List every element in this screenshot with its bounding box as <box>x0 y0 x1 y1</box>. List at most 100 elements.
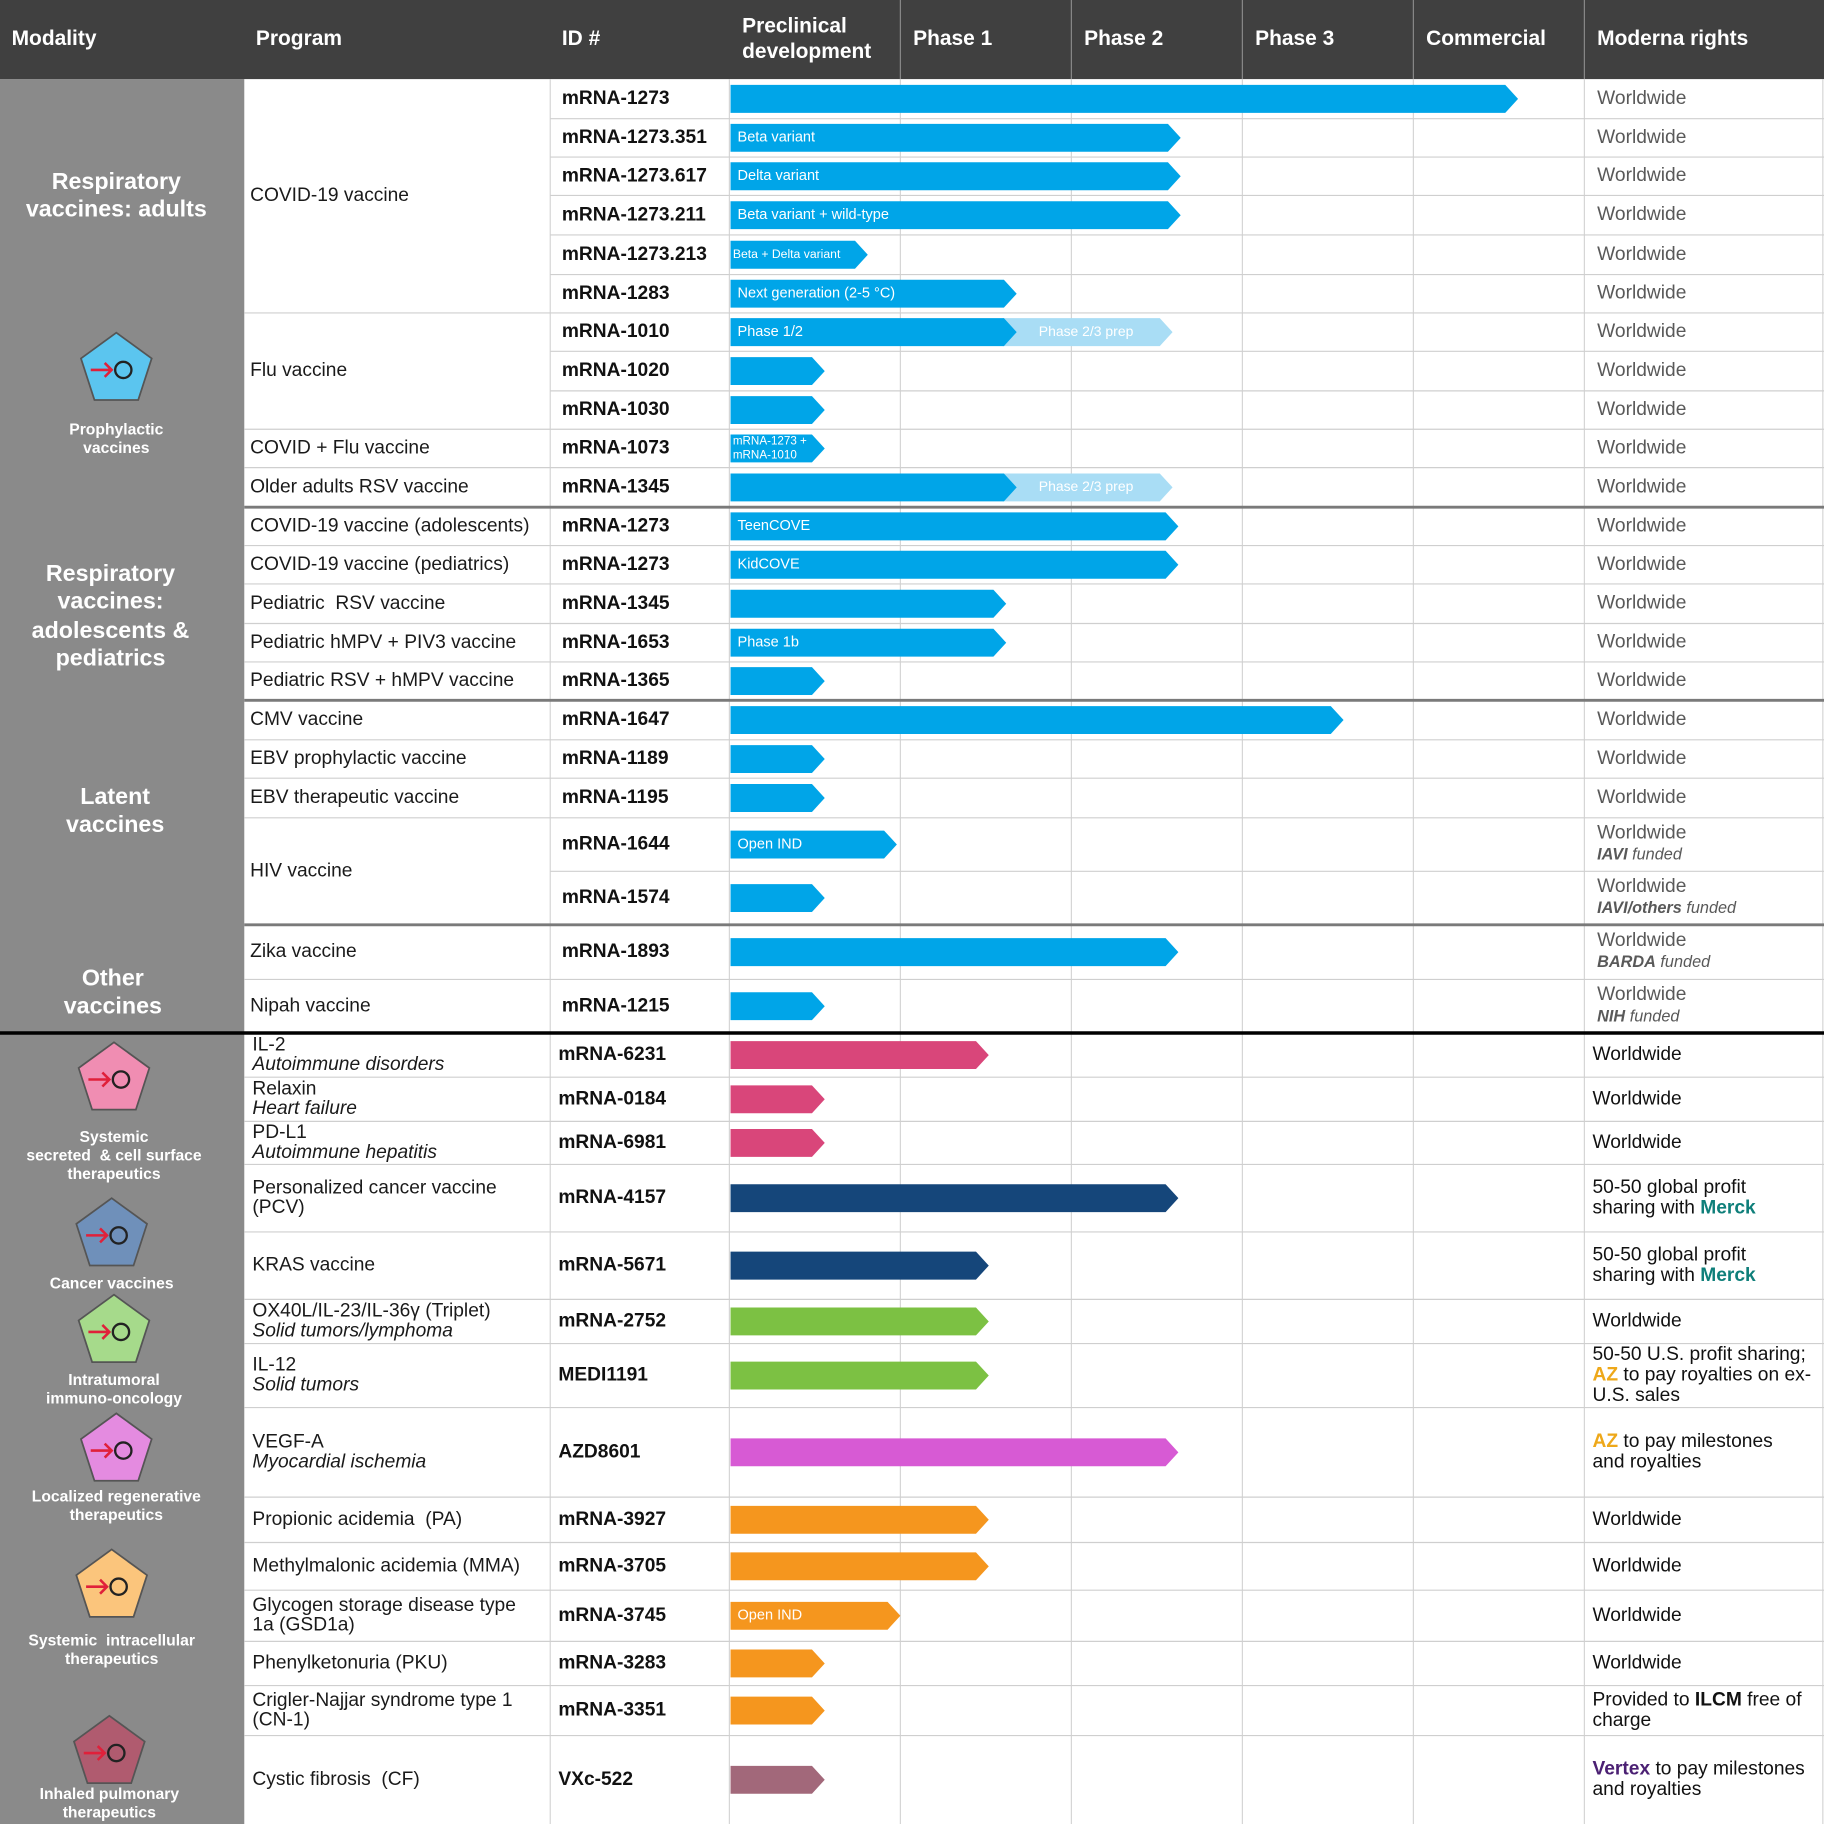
modality-label: Other <box>82 965 144 991</box>
rights-text-part: funded <box>1628 846 1683 864</box>
program-id: mRNA-1574 <box>562 887 670 908</box>
phase-bar <box>730 706 1344 735</box>
modality-label: pediatrics <box>56 645 166 671</box>
rights-text-part: Worldwide <box>1597 438 1686 459</box>
rights-text: sharing with Merck <box>1593 1265 1757 1286</box>
phase-bar <box>730 1085 825 1114</box>
rights-text: Worldwide <box>1597 476 1686 497</box>
program-name: Propionic acidemia (PA) <box>252 1509 462 1530</box>
program-name: Myocardial ischemia <box>252 1451 426 1472</box>
rights-text: Provided to ILCM free of <box>1593 1689 1803 1710</box>
program-name: Autoimmune disorders <box>251 1054 444 1075</box>
program-id: mRNA-1189 <box>562 748 669 769</box>
modality-label: vaccines: <box>58 588 164 614</box>
rights-text: Worldwide <box>1597 88 1686 109</box>
rights-text-part: 50-50 global profit <box>1593 1177 1747 1198</box>
rights-text-part: Worldwide <box>1597 748 1686 769</box>
rights-text-part: ILCM <box>1695 1689 1742 1710</box>
program-name: COVID-19 vaccine <box>250 185 409 206</box>
bar-label: Beta variant + wild-type <box>738 207 889 223</box>
phase-bar <box>730 240 868 269</box>
modality-label: adolescents & <box>32 617 190 643</box>
phase-bar <box>730 473 1017 502</box>
phase-bar <box>730 667 825 696</box>
rights-text-part: Vertex <box>1593 1759 1651 1780</box>
icon-label: therapeutics <box>65 1651 159 1668</box>
phase-bar <box>730 1184 1179 1213</box>
icon-label: Intratumoral <box>68 1372 160 1389</box>
bar-label: Beta variant <box>738 130 816 146</box>
rights-text: IAVI funded <box>1597 846 1683 864</box>
rights-text: Worldwide <box>1597 515 1686 536</box>
rights-text: Worldwide <box>1593 1088 1682 1109</box>
rights-text-part: Worldwide <box>1593 1311 1682 1332</box>
program-id: mRNA-0184 <box>558 1088 666 1109</box>
rights-text: Worldwide <box>1597 930 1686 951</box>
header-label: Program <box>256 27 342 50</box>
rights-text-part: and royalties <box>1593 1452 1702 1473</box>
rights-text: Worldwide <box>1597 554 1686 575</box>
program-name: PD-L1 <box>252 1122 306 1143</box>
program-id: mRNA-6231 <box>558 1044 666 1065</box>
program-name: Methylmalonic acidemia (MMA) <box>252 1555 520 1576</box>
rights-text: sharing with Merck <box>1593 1197 1757 1218</box>
program-id: mRNA-1345 <box>562 476 670 497</box>
rights-text: Worldwide <box>1597 984 1686 1005</box>
phase-bar <box>730 318 1017 347</box>
rights-text-part: Worldwide <box>1597 515 1686 536</box>
program-id: mRNA-2752 <box>558 1311 666 1332</box>
rights-text: and royalties <box>1593 1452 1702 1473</box>
program-name: Pediatric RSV + hMPV vaccine <box>250 670 514 691</box>
rights-text: and royalties <box>1593 1779 1702 1800</box>
phase-bar <box>730 745 825 773</box>
phase-bar <box>730 357 825 386</box>
header-label: Phase 3 <box>1255 27 1334 50</box>
program-name: Pediatric hMPV + PIV3 vaccine <box>250 632 516 653</box>
icon-label: therapeutics <box>70 1507 164 1524</box>
bar-label: mRNA-1010 <box>733 448 797 461</box>
rights-text-part: Merck <box>1700 1265 1756 1286</box>
icon-symbol <box>109 1226 128 1245</box>
icon-arrow <box>86 1578 109 1595</box>
rights-text-part: Worldwide <box>1597 823 1686 844</box>
program-name: Glycogen storage disease type <box>252 1595 515 1616</box>
program-name: Personalized cancer vaccine <box>252 1177 496 1198</box>
icon-label: therapeutics <box>63 1805 157 1822</box>
rights-text-part: free of <box>1742 1689 1802 1710</box>
rights-text: Worldwide <box>1597 748 1686 769</box>
header-label: Moderna rights <box>1597 27 1748 50</box>
phase-bar <box>730 279 1017 308</box>
phase-bar <box>730 1041 989 1070</box>
rights-text: AZ to pay royalties on ex- <box>1593 1365 1812 1386</box>
header-label: Phase 2 <box>1084 27 1163 50</box>
icon-symbol <box>107 1743 126 1763</box>
icon-symbol <box>114 1441 133 1460</box>
rights-text: charge <box>1593 1710 1652 1731</box>
rights-text-part: Worldwide <box>1593 1088 1682 1109</box>
rights-text-part: Worldwide <box>1597 787 1686 808</box>
program-name: Relaxin <box>252 1078 316 1099</box>
rights-text: IAVI/others funded <box>1597 899 1737 917</box>
program-id: mRNA-1215 <box>562 995 670 1016</box>
program-id: mRNA-1273 <box>562 554 670 575</box>
rights-text-part: Worldwide <box>1597 554 1686 575</box>
program-name: COVID-19 vaccine (pediatrics) <box>250 554 509 575</box>
rights-text: Worldwide <box>1597 787 1686 808</box>
program-id: mRNA-1283 <box>562 283 670 304</box>
program-id: MEDI1191 <box>558 1365 648 1386</box>
rights-text: 50-50 global profit <box>1593 1245 1747 1266</box>
program-name: IL-2 <box>252 1034 285 1055</box>
rights-text-part: Worldwide <box>1597 321 1686 342</box>
program-name: (PCV) <box>252 1197 304 1218</box>
rights-text: Worldwide <box>1593 1653 1682 1674</box>
rights-text: BARDA funded <box>1597 953 1711 971</box>
rights-text-part: Worldwide <box>1593 1653 1682 1674</box>
header-label: Preclinical <box>742 14 847 37</box>
modality-label: vaccines <box>66 811 164 837</box>
rights-text: AZ to pay milestones <box>1593 1431 1773 1452</box>
phase-bar <box>730 1361 989 1390</box>
program-name: VEGF-A <box>252 1432 324 1453</box>
rights-text-part: U.S. sales <box>1593 1385 1680 1406</box>
